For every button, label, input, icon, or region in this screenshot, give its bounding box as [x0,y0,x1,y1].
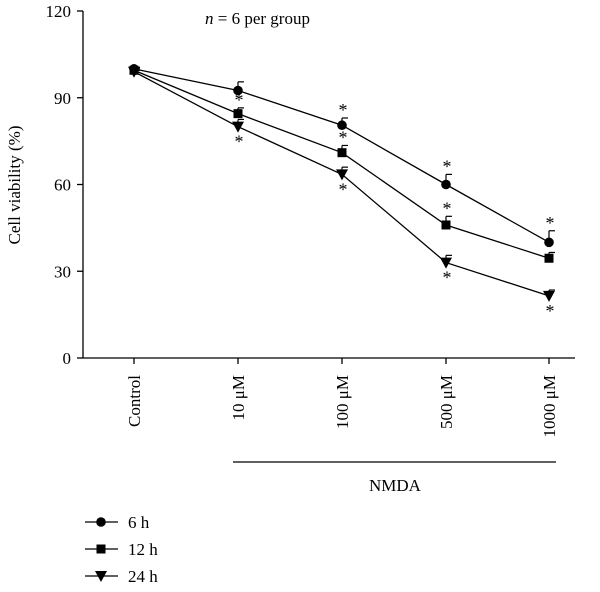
nmda-label: NMDA [369,476,422,495]
y-axis-label: Cell viability (%) [5,126,24,245]
significance-star: * [443,198,452,218]
data-point [128,66,140,78]
series-24h: **** [128,66,555,321]
significance-star: * [546,234,555,254]
annotation-n: n [205,9,214,28]
annotation-rest: = 6 per group [214,9,310,28]
legend-item-24h: 24 h [85,567,158,586]
x-tick-label: 100 μM [333,375,352,429]
legend: 6 h 12 h 24 h [85,513,158,586]
significance-star: * [339,127,348,147]
series-line [133,69,550,259]
legend-marker [96,517,106,527]
legend-label: 24 h [128,567,158,586]
x-tick-label: 1000 μM [540,375,559,437]
significance-star: * [546,301,555,321]
axes: 0 30 60 90 120 Control 10 μM 100 μM 500 μM 1000 μ… [46,2,575,437]
legend-item-12h: 12 h [85,540,158,559]
significance-star: * [339,179,348,199]
data-point [544,237,554,248]
legend-marker [95,571,107,582]
legend-marker [96,544,106,554]
y-tick-label: 120 [46,2,72,21]
legend-item-6h: 6 h [85,513,150,532]
x-tick-label: 500 μM [437,375,456,429]
data-point [440,257,452,269]
y-tick-label: 90 [54,89,71,108]
y-tick-label: 30 [54,262,71,281]
x-tick-label: 10 μM [229,375,248,420]
data-point [543,290,555,302]
significance-star: * [546,213,555,233]
data-point [441,179,451,190]
data-point [337,148,347,158]
significance-star: * [235,90,244,110]
legend-label: 12 h [128,540,158,559]
legend-label: 6 h [128,513,150,532]
significance-star: * [339,100,348,120]
data-point [441,220,451,230]
series-layer: *********** [128,64,555,321]
x-tick-label: Control [125,375,144,427]
data-point [233,85,243,96]
data-point [232,121,244,133]
data-point [544,253,554,263]
significance-star: * [443,156,452,176]
data-point [337,120,347,131]
y-tick-label: 60 [54,176,71,195]
nmda-group-bracket: NMDA [233,461,556,495]
significance-star: * [235,132,244,152]
annotation: n = 6 per group [205,9,310,28]
significance-star: * [443,268,452,288]
y-tick-label: 0 [63,349,72,368]
data-point [233,109,243,119]
data-point [336,169,348,181]
series-12h: **** [129,65,555,263]
